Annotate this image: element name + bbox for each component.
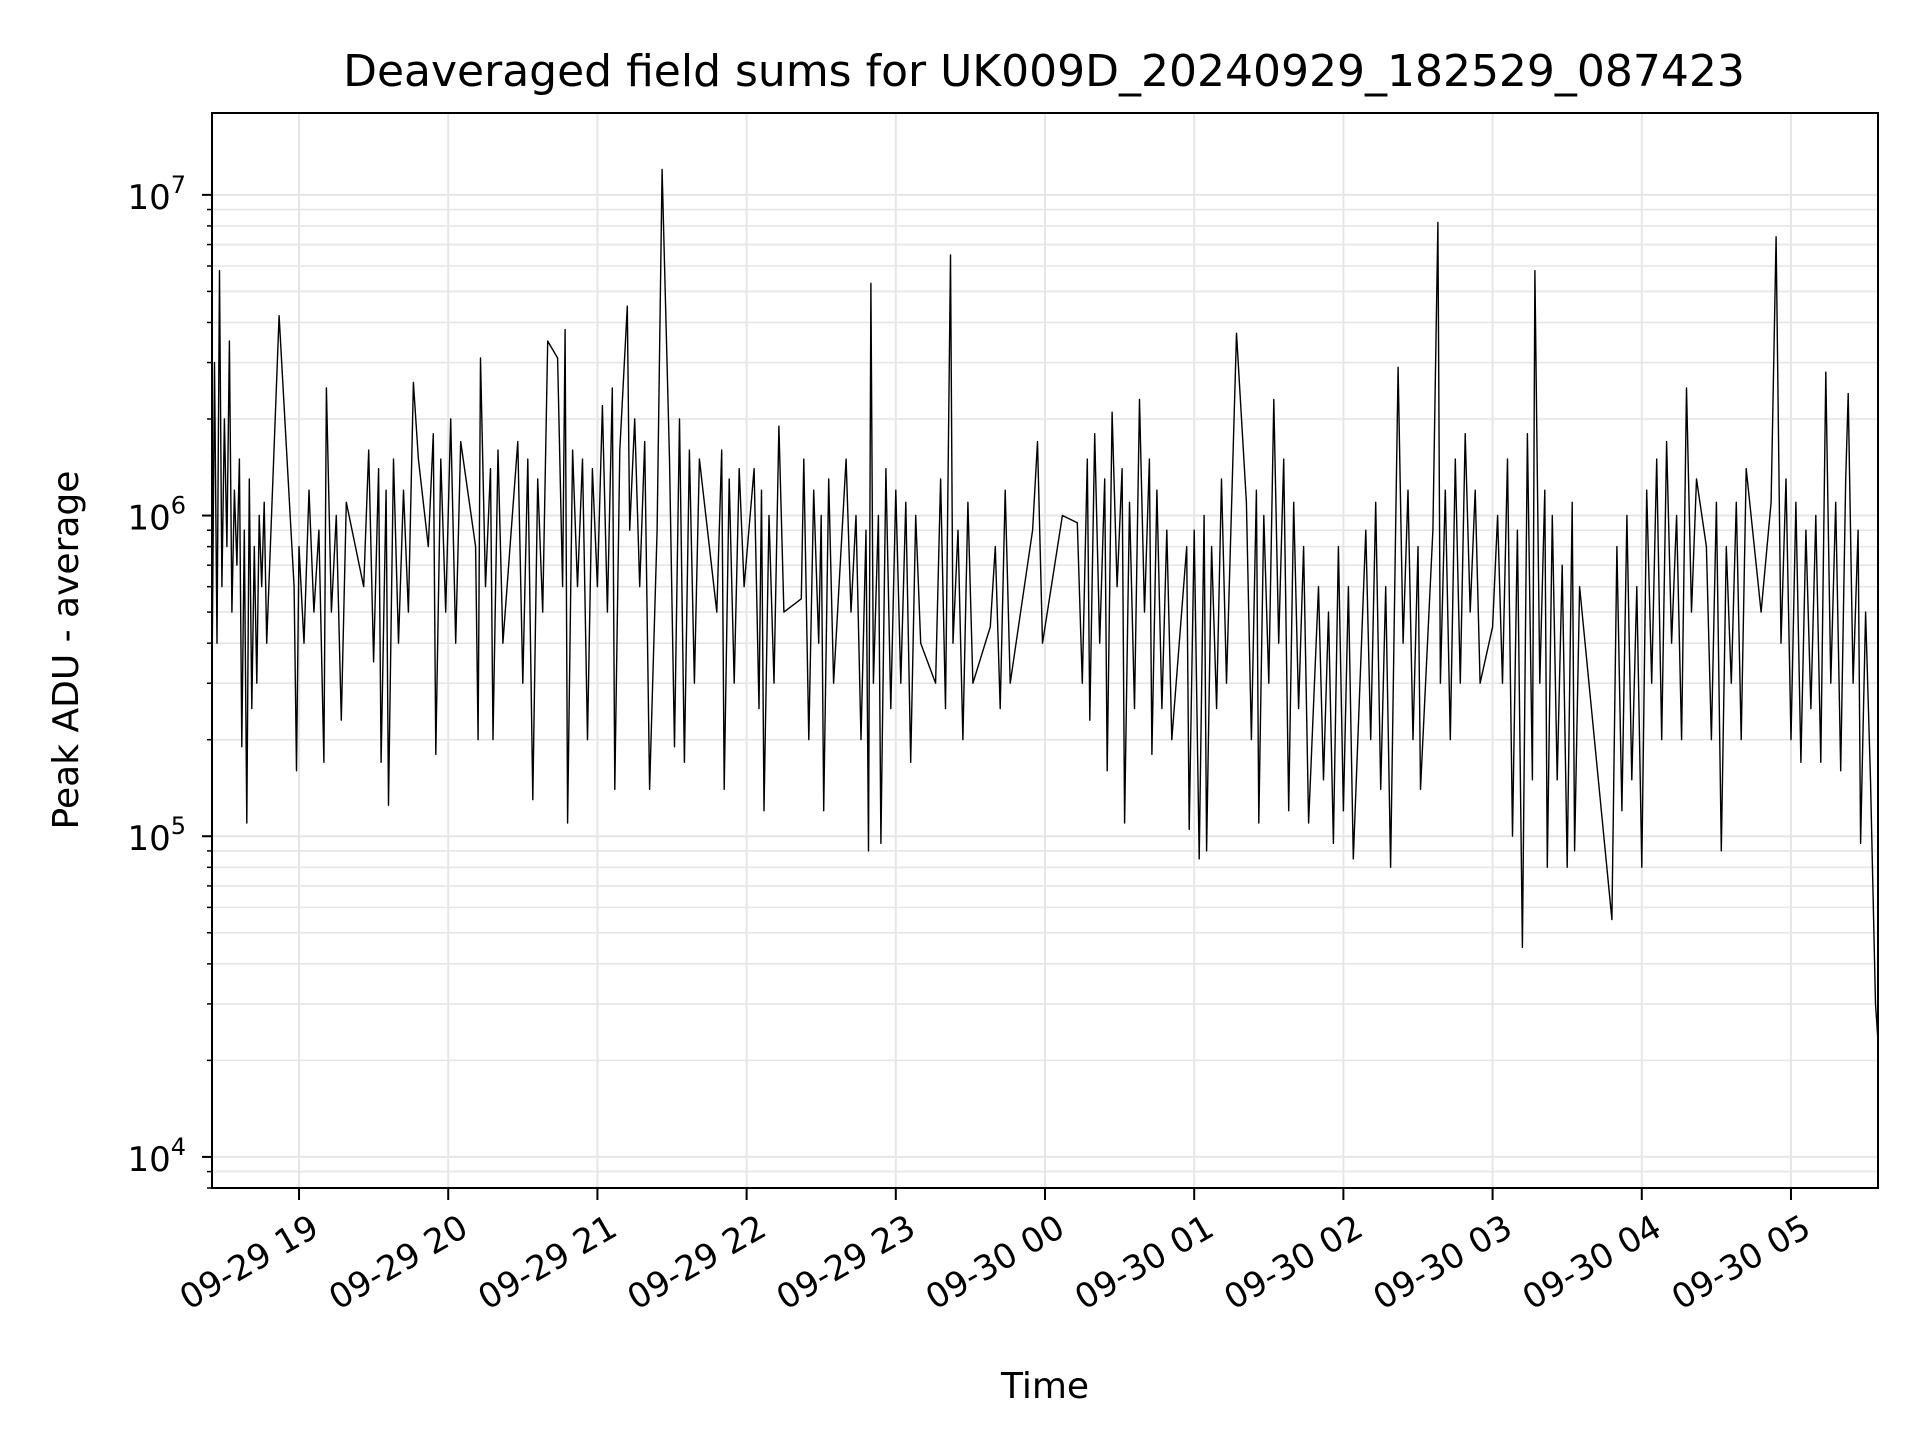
y-tick-label: 106: [127, 492, 186, 539]
y-tick-base: 10: [127, 819, 170, 859]
y-tick-label: 105: [127, 812, 186, 859]
y-axis-title: Peak ADU - average: [46, 471, 87, 830]
y-tick-label: 104: [127, 1133, 186, 1180]
y-tick-exponent: 5: [171, 812, 186, 840]
y-tick-label: 107: [127, 171, 186, 218]
y-tick-base: 10: [127, 178, 170, 218]
y-tick-base: 10: [127, 499, 170, 539]
y-tick-exponent: 4: [171, 1133, 186, 1161]
y-tick-exponent: 6: [171, 492, 186, 520]
grid: [212, 113, 1878, 1189]
series-line: [211, 168, 1879, 1041]
chart-title: Deaveraged field sums for UK009D_2024092…: [343, 46, 1745, 97]
y-tick-base: 10: [127, 1140, 170, 1180]
y-tick-exponent: 7: [171, 171, 186, 199]
x-axis-title: Time: [1000, 1366, 1089, 1407]
plot-area: [211, 168, 1879, 1041]
